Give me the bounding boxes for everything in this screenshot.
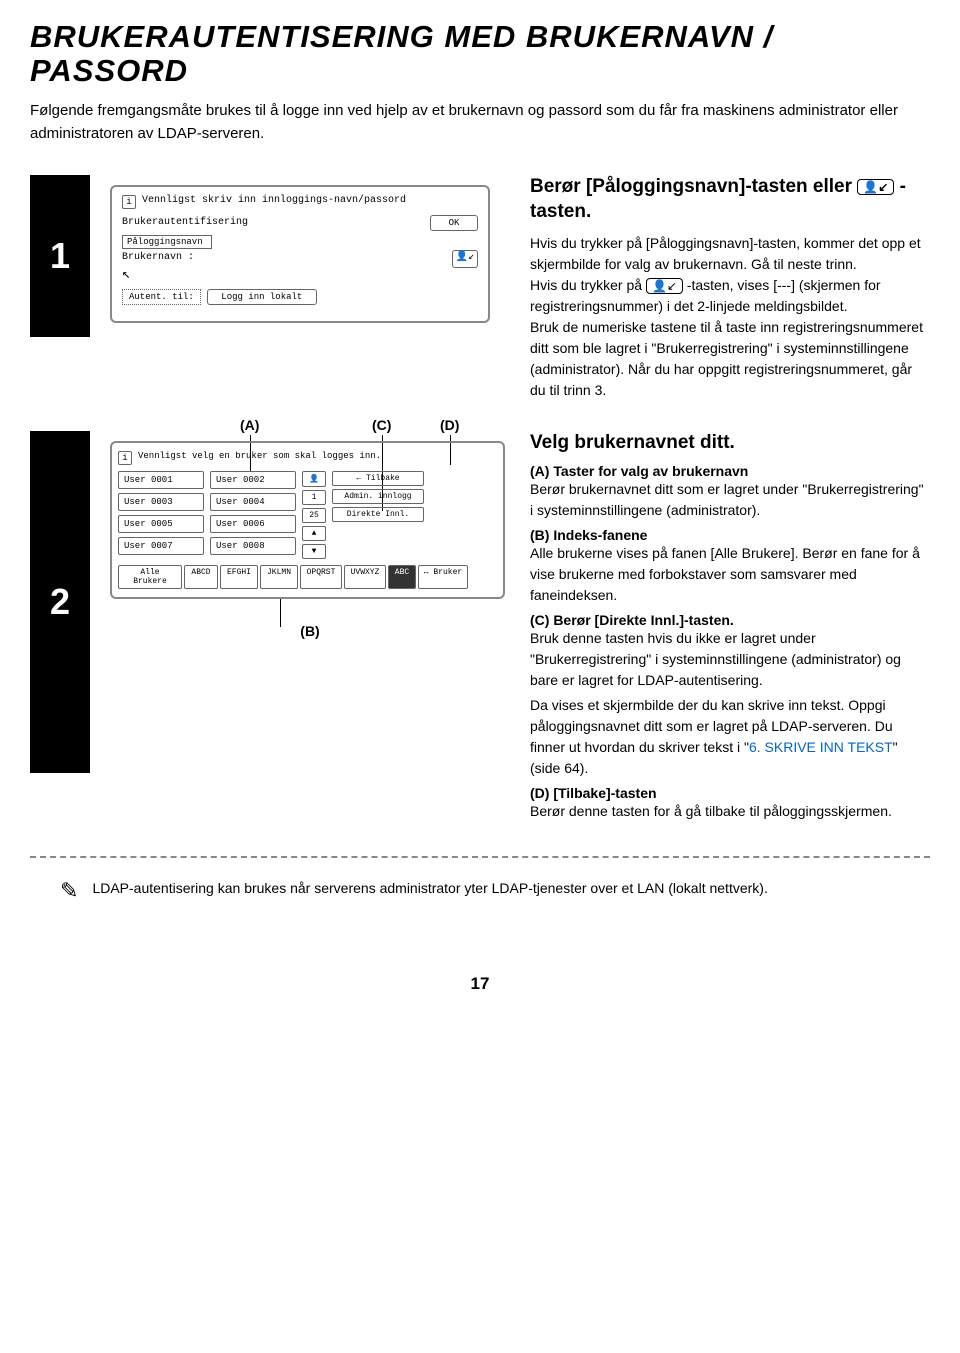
step1-body1: Hvis du trykker på [Påloggingsnavn]-tast… — [530, 235, 921, 272]
page-to: 25 — [302, 508, 326, 523]
intro-text: Følgende fremgangsmåte brukes til å logg… — [30, 100, 930, 145]
index-tabs: Alle Brukere ABCD EFGHI JKLMN OPQRST UVW… — [118, 565, 497, 589]
user-icon: 👤↙ — [857, 179, 894, 195]
step2-dialog-area: (A) (C) (D) i Vennligst velg en bruker s… — [110, 431, 510, 639]
scroll-down-icon[interactable]: ▼ — [302, 544, 326, 559]
user-button[interactable]: User 0001 — [118, 471, 204, 489]
step-1: 1 i Vennligst skriv inn innloggings-navn… — [30, 175, 930, 400]
label-a: (A) — [240, 417, 259, 433]
ok-button[interactable]: OK — [430, 215, 478, 231]
tab-jklmn[interactable]: JKLMN — [260, 565, 298, 589]
item-b-body: Alle brukerne vises på fanen [Alle Bruke… — [530, 543, 930, 606]
page-number: 17 — [30, 974, 930, 994]
auth-to-label: Autent. til: — [122, 289, 201, 305]
item-a-body: Berør brukernavnet ditt som er lagret un… — [530, 479, 930, 521]
user-button[interactable]: User 0007 — [118, 537, 204, 555]
tab-efghi[interactable]: EFGHI — [220, 565, 258, 589]
dialog2-title: Vennligst velg en bruker som skal logges… — [138, 451, 381, 461]
step2-description: Velg brukernavnet ditt. (A) Taster for v… — [530, 431, 930, 827]
user-button[interactable]: User 0004 — [210, 493, 296, 511]
link-skrive-inn-tekst[interactable]: 6. SKRIVE INN TEKST — [749, 739, 893, 755]
login-name-field[interactable]: Påloggingsnavn — [122, 235, 212, 249]
step2-heading: Velg brukernavnet ditt. — [530, 431, 930, 456]
step-2: 2 (A) (C) (D) i Vennligst velg en bruker… — [30, 431, 930, 827]
step1-body2a: Hvis du trykker på — [530, 277, 646, 293]
tab-all-users[interactable]: Alle Brukere — [118, 565, 182, 589]
tab-bruker[interactable]: ↔ Bruker — [418, 565, 468, 589]
item-c-title: (C) Berør [Direkte Innl.]-tasten. — [530, 612, 930, 628]
step-number-2: 2 — [30, 431, 90, 773]
scroll-up-icon[interactable]: ▲ — [302, 526, 326, 541]
back-button[interactable]: ← Tilbake — [332, 471, 424, 486]
auth-target-button[interactable]: Logg inn lokalt — [207, 289, 317, 305]
user-button[interactable]: User 0006 — [210, 515, 296, 533]
user-button[interactable]: User 0003 — [118, 493, 204, 511]
cursor-icon: ↖ — [122, 266, 212, 283]
login-dialog: i Vennligst skriv inn innloggings-navn/p… — [110, 185, 490, 323]
pencil-icon: ✎ — [60, 878, 78, 904]
step1-description: Berør [Påloggingsnavn]-tasten eller 👤↙ -… — [530, 175, 930, 400]
item-a-title: (A) Taster for valg av brukernavn — [530, 463, 930, 479]
item-c-body2: Da vises et skjermbilde der du kan skriv… — [530, 695, 930, 779]
item-c-body1: Bruk denne tasten hvis du ikke er lagret… — [530, 628, 930, 691]
user-select-icon-button[interactable]: 👤↙ — [452, 250, 478, 268]
info-icon: i — [118, 451, 132, 465]
user-button[interactable]: User 0008 — [210, 537, 296, 555]
tab-uvwxyz[interactable]: UVWXYZ — [344, 565, 386, 589]
item-d-title: (D) [Tilbake]-tasten — [530, 785, 930, 801]
username-label: Brukernavn : — [122, 252, 194, 263]
direct-input-button[interactable]: Direkte Innl. — [332, 507, 424, 522]
user-select-dialog: i Vennligst velg en bruker som skal logg… — [110, 441, 505, 599]
page-from: 1 — [302, 490, 326, 505]
step1-body3: Bruk de numeriske tastene til å taste in… — [530, 319, 923, 398]
label-b: (B) — [110, 623, 510, 639]
tab-opqrst[interactable]: OPQRST — [300, 565, 342, 589]
item-b-title: (B) Indeks-fanene — [530, 527, 930, 543]
user-icon-inline: 👤↙ — [646, 278, 683, 294]
item-d-body: Berør denne tasten for å gå tilbake til … — [530, 801, 930, 822]
note-row: ✎ LDAP-autentisering kan brukes når serv… — [30, 878, 930, 904]
step1-heading: Berør [Påloggingsnavn]-tasten eller 👤↙ -… — [530, 175, 930, 224]
admin-login-button[interactable]: Admin. innlogg — [332, 489, 424, 504]
step-number-1: 1 — [30, 175, 90, 337]
step1-dialog-area: i Vennligst skriv inn innloggings-navn/p… — [110, 175, 510, 323]
user-icon-small[interactable]: 👤 — [302, 471, 326, 487]
dashed-divider — [30, 856, 930, 858]
auth-section-label: Brukerautentifisering — [122, 217, 248, 228]
user-button[interactable]: User 0002 — [210, 471, 296, 489]
dialog-title: Vennligst skriv inn innloggings-navn/pas… — [142, 195, 406, 206]
note-text: LDAP-autentisering kan brukes når server… — [92, 878, 767, 899]
tab-abcd[interactable]: ABCD — [184, 565, 218, 589]
tab-abc-dark[interactable]: ABC — [388, 565, 416, 589]
info-icon: i — [122, 195, 136, 209]
user-button[interactable]: User 0005 — [118, 515, 204, 533]
page-title: BRUKERAUTENTISERING MED BRUKERNAVN / PAS… — [30, 20, 930, 88]
label-c: (C) — [372, 417, 391, 433]
label-d: (D) — [440, 417, 459, 433]
